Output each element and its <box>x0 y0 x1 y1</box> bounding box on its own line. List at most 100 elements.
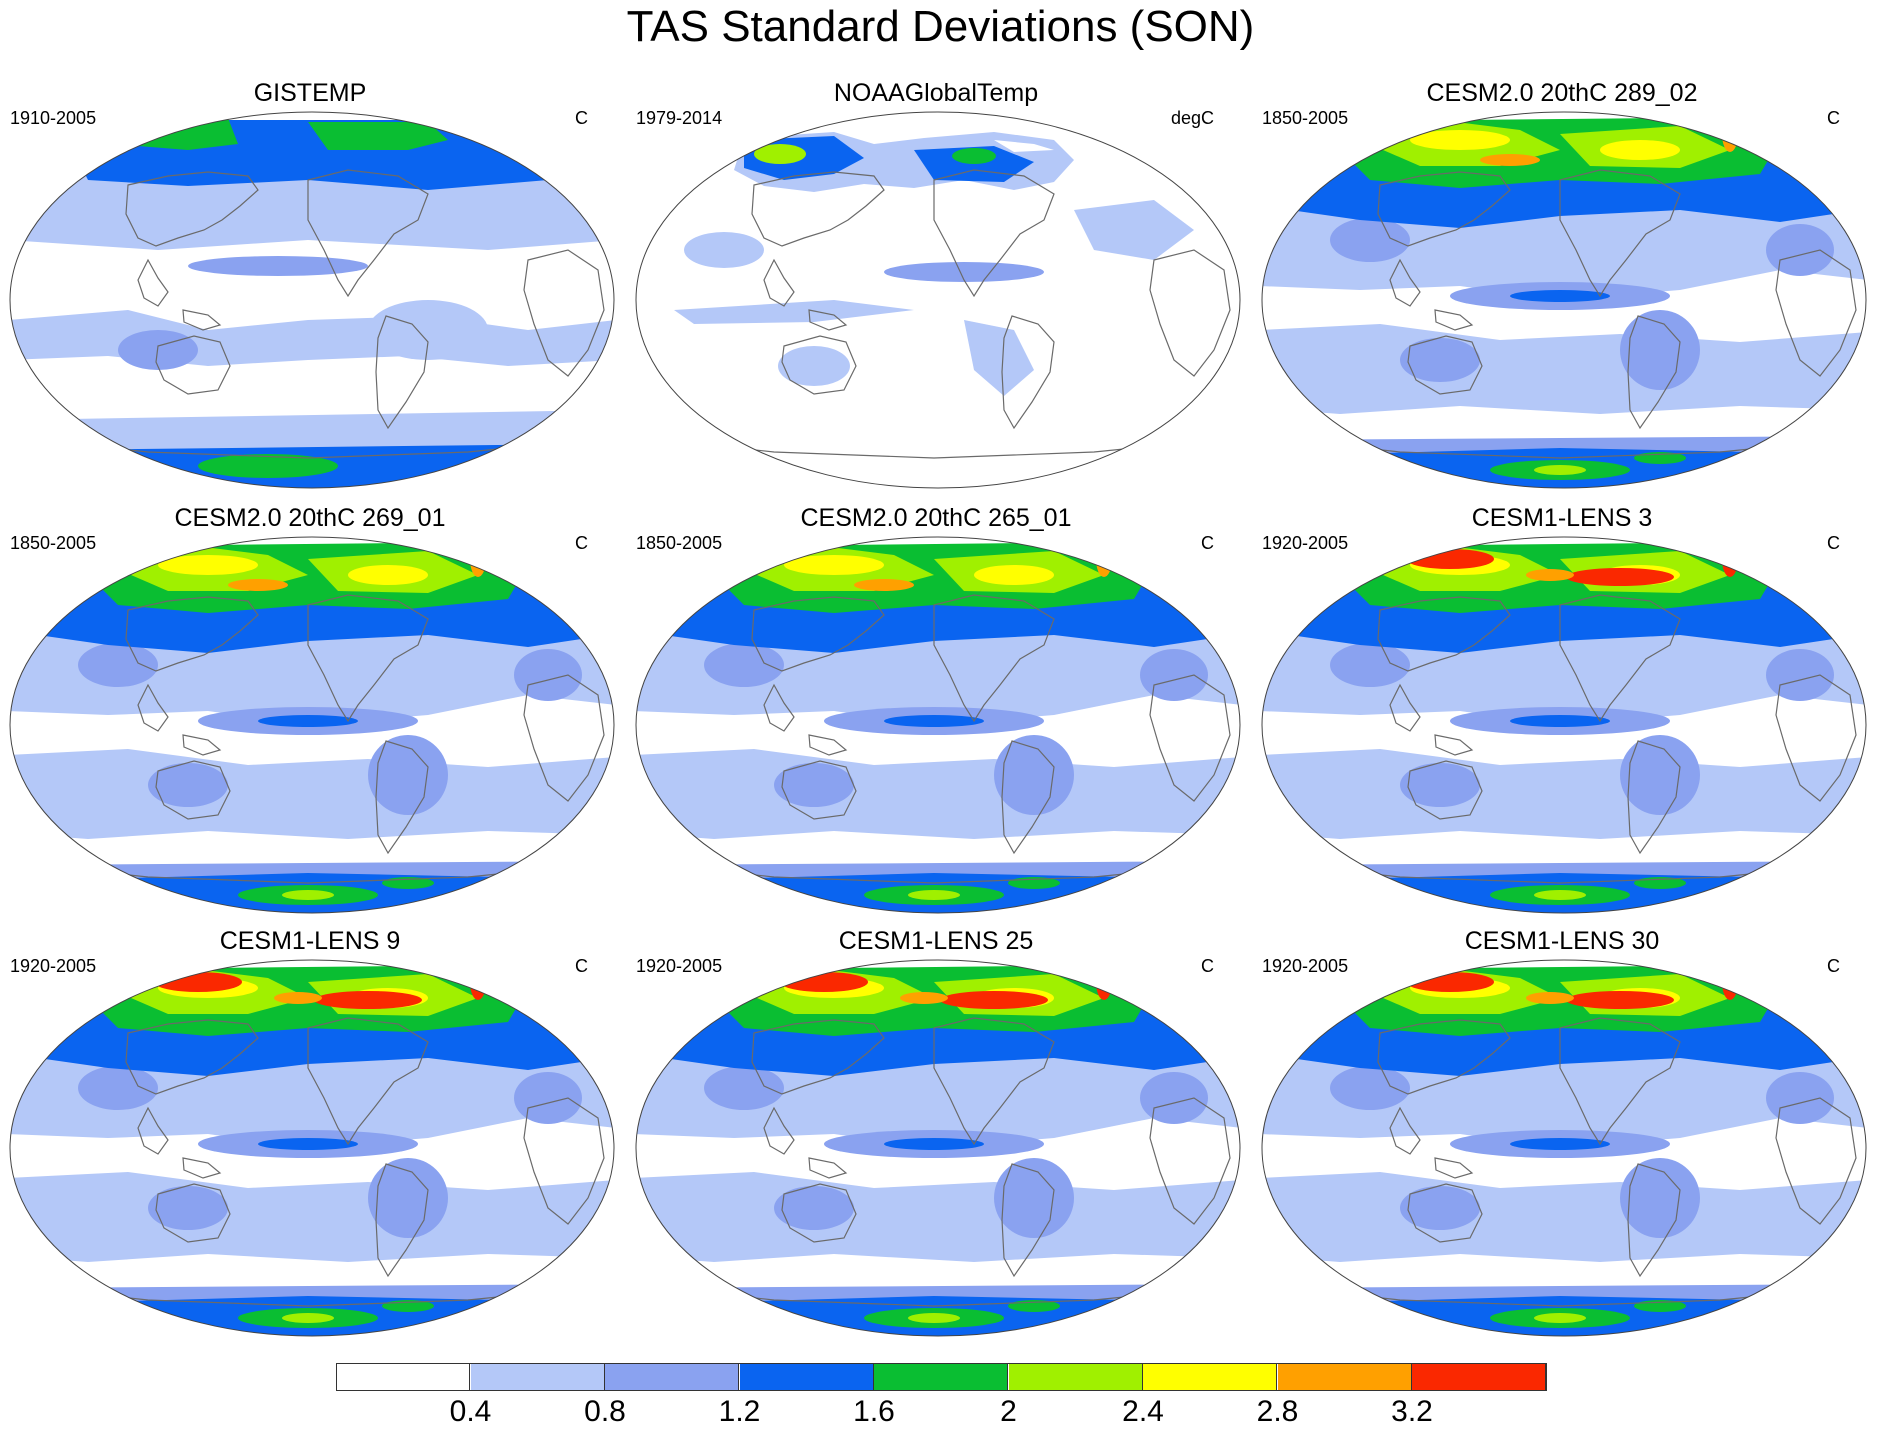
map-panel: CESM1-LENS 3 1920-2005 C <box>1252 504 1872 925</box>
coastline <box>933 1017 1055 1146</box>
coastline <box>1389 1106 1421 1155</box>
nh-peak-yellow <box>1600 140 1680 160</box>
atlantic-patch <box>1766 224 1834 276</box>
coastline <box>307 1017 429 1146</box>
coastline <box>1627 740 1681 855</box>
atlantic-patch <box>1766 649 1834 701</box>
nh-peak-red <box>1722 964 1738 1000</box>
colorbar: 0.4 0.8 1.2 1.6 2 2.4 2.8 3.2 <box>336 1363 1547 1433</box>
atlantic-patch <box>1140 1072 1208 1124</box>
map-frame <box>1261 536 1867 914</box>
nh-peak-yellow <box>158 555 258 575</box>
sa-patch <box>994 1158 1074 1238</box>
panel-period: 1850-2005 <box>10 533 97 553</box>
nh-peak-red <box>1406 972 1494 992</box>
map-frame <box>635 959 1241 1337</box>
colorbar-tick-label: 2 <box>1000 1395 1017 1428</box>
atlantic-patch <box>514 1072 582 1124</box>
asia-patch <box>1330 643 1410 687</box>
coastline <box>751 596 885 672</box>
panel-period: 1920-2005 <box>10 956 97 976</box>
coastline <box>1775 674 1857 802</box>
background-field <box>636 112 1240 488</box>
sa-patch <box>964 320 1034 396</box>
coastline <box>1627 1163 1681 1278</box>
colorbar-tick-label: 0.8 <box>584 1395 626 1428</box>
panel-period: 1850-2005 <box>636 533 723 553</box>
coastline <box>1627 315 1681 430</box>
panel-title: GISTEMP <box>253 79 367 107</box>
map-frame <box>635 536 1241 914</box>
panel-title: CESM1-LENS 3 <box>1471 504 1653 532</box>
coastline <box>125 1019 259 1095</box>
nh-peak-orange <box>1480 154 1540 166</box>
coastline <box>1434 309 1474 331</box>
nh-peak-yellow <box>348 565 428 585</box>
asia-patch <box>704 643 784 687</box>
coastline <box>125 596 259 672</box>
panel-units: C <box>1201 533 1214 553</box>
nh-peak-orange <box>854 579 914 591</box>
aus-patch <box>1400 338 1480 382</box>
map-panel: CESM2.0 20thC 265_01 1850-2005 C <box>626 504 1246 925</box>
nh-peak <box>754 144 806 164</box>
panel-units: C <box>1827 533 1840 553</box>
map-frame <box>9 111 615 489</box>
panel-title: NOAAGlobalTemp <box>833 79 1039 107</box>
tropic-field <box>10 659 614 697</box>
panel-period: 1920-2005 <box>1262 956 1349 976</box>
coastline <box>182 1157 222 1179</box>
panel-title: CESM1-LENS 9 <box>219 927 401 955</box>
colorbar-swatch <box>1008 1363 1143 1391</box>
nh-peak-red <box>154 972 242 992</box>
sa-patch <box>1620 1158 1700 1238</box>
gap <box>994 140 1054 152</box>
tropic-field <box>10 1082 614 1120</box>
panel-period: 1920-2005 <box>636 956 723 976</box>
coastline <box>155 1183 231 1243</box>
antarctic-peak-lg <box>282 1313 334 1323</box>
coastline <box>1775 1097 1857 1225</box>
coastline <box>751 1019 885 1095</box>
nh-peak-orange <box>1722 116 1738 152</box>
map-frame <box>9 959 615 1337</box>
map-panel: GISTEMP 1910-2005 C <box>0 79 620 500</box>
coastline <box>1407 1183 1483 1243</box>
coastline <box>808 1157 848 1179</box>
coastline <box>781 1183 857 1243</box>
colorbar-tick-label: 3.2 <box>1391 1395 1433 1428</box>
enso-core-dark <box>258 1138 358 1150</box>
map-panel: CESM1-LENS 9 1920-2005 C <box>0 927 620 1348</box>
world-map <box>1261 111 1867 489</box>
antarctic-peak-lg <box>908 1313 960 1323</box>
asia-patch <box>1330 218 1410 262</box>
coastline <box>1434 734 1474 756</box>
asia-patch <box>684 232 764 268</box>
nh-peak-red <box>1566 991 1674 1009</box>
enso-core-dark <box>258 715 358 727</box>
coastline <box>1389 258 1421 307</box>
coastline <box>1149 249 1231 377</box>
coastline <box>375 315 429 430</box>
nh-peak-yellow <box>1410 130 1510 150</box>
panel-period: 1979-2014 <box>636 108 723 128</box>
coastline <box>1001 315 1055 430</box>
coastline <box>137 1106 169 1155</box>
coastline <box>1377 1019 1511 1095</box>
panel-title: CESM2.0 20thC 265_01 <box>800 504 1072 532</box>
antarctic-peak-lg <box>282 890 334 900</box>
atlantic-patch <box>1140 649 1208 701</box>
coastline <box>933 594 1055 723</box>
nh-peak-red <box>1566 568 1674 586</box>
panel-title: CESM2.0 20thC 289_02 <box>1426 79 1698 107</box>
coastline <box>1434 1157 1474 1179</box>
map-panel: NOAAGlobalTemp 1979-2014 degC <box>626 79 1246 500</box>
coastline <box>1389 683 1421 732</box>
colorbar-tick-label: 1.6 <box>853 1395 895 1428</box>
coastline <box>523 1097 605 1225</box>
colorbar-swatch <box>1412 1363 1546 1391</box>
sa-patch <box>368 300 488 360</box>
coastline <box>125 171 259 247</box>
aus-patch <box>148 763 228 807</box>
enso-core <box>188 256 368 276</box>
